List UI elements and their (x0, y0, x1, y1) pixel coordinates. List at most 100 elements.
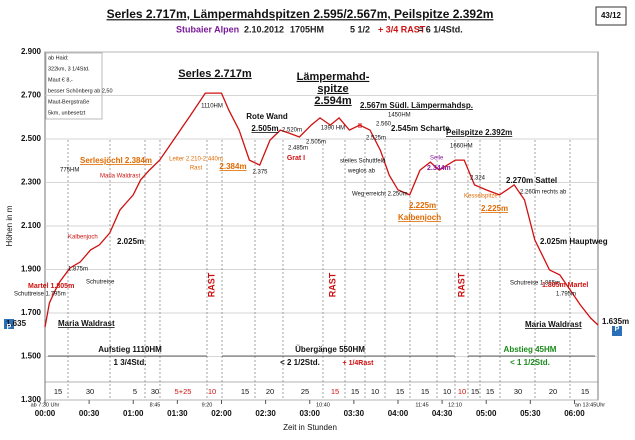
annotation: Übergänge 550HM (295, 345, 365, 354)
x-tick-label: 02:00 (211, 409, 232, 418)
annotation: 2.375 (252, 170, 268, 176)
duration-label: 30 (151, 387, 159, 396)
annotation: 1110HM (201, 104, 223, 110)
duration-label: 10 (208, 387, 216, 396)
clock-label: ab 7:30 Uhr (31, 402, 60, 408)
annotation: 2.260m rechts ab (520, 190, 567, 196)
annotation: Weg erreicht 2.250m (352, 192, 408, 198)
y-tick-label: 2.300 (21, 178, 42, 187)
y-tick-label: 1.300 (21, 395, 42, 404)
page-badge (595, 6, 627, 26)
duration-label: 30 (86, 387, 94, 396)
annotation: 1450HM (388, 113, 411, 119)
subtitle-part: 5 1/2 (350, 24, 370, 34)
duration-label: 5 (133, 387, 137, 396)
x-tick-label: 02:30 (255, 409, 276, 418)
annotation: P (7, 324, 12, 331)
duration-label: 15 (331, 387, 339, 396)
x-tick-label: 01:00 (123, 409, 144, 418)
x-tick-label: 06:00 (564, 409, 585, 418)
x-tick-label: 04:30 (432, 409, 453, 418)
duration-label: 15 (581, 387, 589, 396)
annotation: < 2 1/2Std. (280, 358, 320, 367)
annotation: 2.270m Sattel (506, 176, 557, 185)
annotation: Seile (430, 156, 444, 162)
annotation: steiles Schuttfeld (340, 159, 385, 165)
x-tick-label: 03:00 (299, 409, 320, 418)
annotation: 2.505m (306, 140, 326, 146)
info-text: 322km, 3 1/4Std. (48, 66, 90, 72)
x-tick-label: 05:00 (476, 409, 497, 418)
annotation: Rote Wand (246, 112, 288, 121)
subtitle-part: = 6 1/4Std. (418, 24, 463, 34)
annotation: 2.384m (219, 162, 246, 171)
annotation: 1.635 (6, 319, 27, 328)
annotation: Peilspitze 2.392m (446, 128, 512, 137)
annotation: spitze (317, 83, 348, 95)
subtitle-part: 2.10.2012 (244, 24, 284, 34)
annotation: RAST (456, 272, 466, 297)
annotation: Maria Waldrast (58, 319, 115, 328)
x-tick-label: 05:30 (520, 409, 541, 418)
x-tick-label: 00:00 (35, 409, 56, 418)
annotation: 775HM (60, 168, 79, 174)
annotation: Kalbenjoch (398, 213, 441, 222)
page-label: 43/12 (601, 11, 622, 20)
duration-label: 15 (421, 387, 429, 396)
duration-label: 30 (514, 387, 522, 396)
elevation-line (44, 92, 599, 328)
annotation: 2.025m Hauptweg (540, 237, 608, 246)
annotation: 1660HM (450, 144, 473, 150)
clock-label: 8:45 (150, 402, 161, 408)
y-tick-label: 1.900 (21, 265, 42, 274)
annotation: Schutreise (86, 280, 115, 286)
annotation: + 1/4Rast (343, 360, 375, 367)
y-tick-label: 1.700 (21, 308, 42, 317)
duration-label: 20 (549, 387, 557, 396)
x-tick-label: 04:00 (388, 409, 409, 418)
clock-label: 11:45 (415, 402, 428, 408)
subtitle-part: 1705HM (290, 24, 324, 34)
annotation: Serles 2.717m (178, 68, 252, 80)
y-tick-label: 2.700 (21, 91, 42, 100)
annotation: 2.225m (409, 201, 436, 210)
duration-label: 5+25 (175, 387, 192, 396)
parking-badge (612, 326, 622, 336)
duration-label: 15 (486, 387, 494, 396)
duration-label: 20 (266, 387, 274, 396)
info-text: ab Haid: (48, 55, 69, 61)
info-text: besser Schönberg ab 2,50 (48, 88, 113, 94)
annotation: 2.560 (376, 122, 392, 128)
duration-label: 15 (471, 387, 479, 396)
clock-label: 10:40 (316, 402, 330, 408)
annotation: Aufstieg 1110HM (98, 345, 162, 354)
annotation: 2.567m Südl. Lämpermahdsp. (360, 101, 473, 110)
annotation: Grat I (287, 155, 305, 162)
annotation: Serlesjöchl 2.384m (80, 156, 152, 165)
x-axis-label: Zeit in Stunden (283, 423, 337, 432)
subtitle-part: + 3/4 RAST (378, 24, 426, 34)
duration-label: 15 (54, 387, 62, 396)
annotation: Schuttreise 1.795m (14, 292, 66, 298)
annotation: Leiter 2.210-2.440m (169, 157, 223, 163)
annotation: 1390 HM (321, 126, 345, 132)
annotation: 2.525m (366, 136, 386, 142)
annotation: RAST (327, 272, 337, 297)
parking-badge (4, 319, 14, 329)
duration-label: 10 (371, 387, 379, 396)
annotation: 2.324 (470, 176, 486, 182)
annotation: RAST (206, 272, 216, 297)
info-text: Maut-Bergstraße (48, 99, 89, 105)
x-tick-label: 00:30 (79, 409, 100, 418)
info-text: Maut € 8,- (48, 77, 73, 83)
x-tick-label: 01:30 (167, 409, 188, 418)
annotation: 2.545m Scharte (391, 124, 450, 133)
annotation: Kesselspitze (464, 194, 498, 200)
annotation: Maria Waldrast (100, 174, 140, 180)
annotation: Kalbenjoch (68, 235, 98, 241)
annotation: Rast (190, 166, 203, 172)
annotation: P (615, 326, 620, 333)
annotation: II (358, 123, 362, 130)
annotation: 1.635m (602, 317, 629, 326)
annotation: weglos ab (347, 169, 376, 175)
